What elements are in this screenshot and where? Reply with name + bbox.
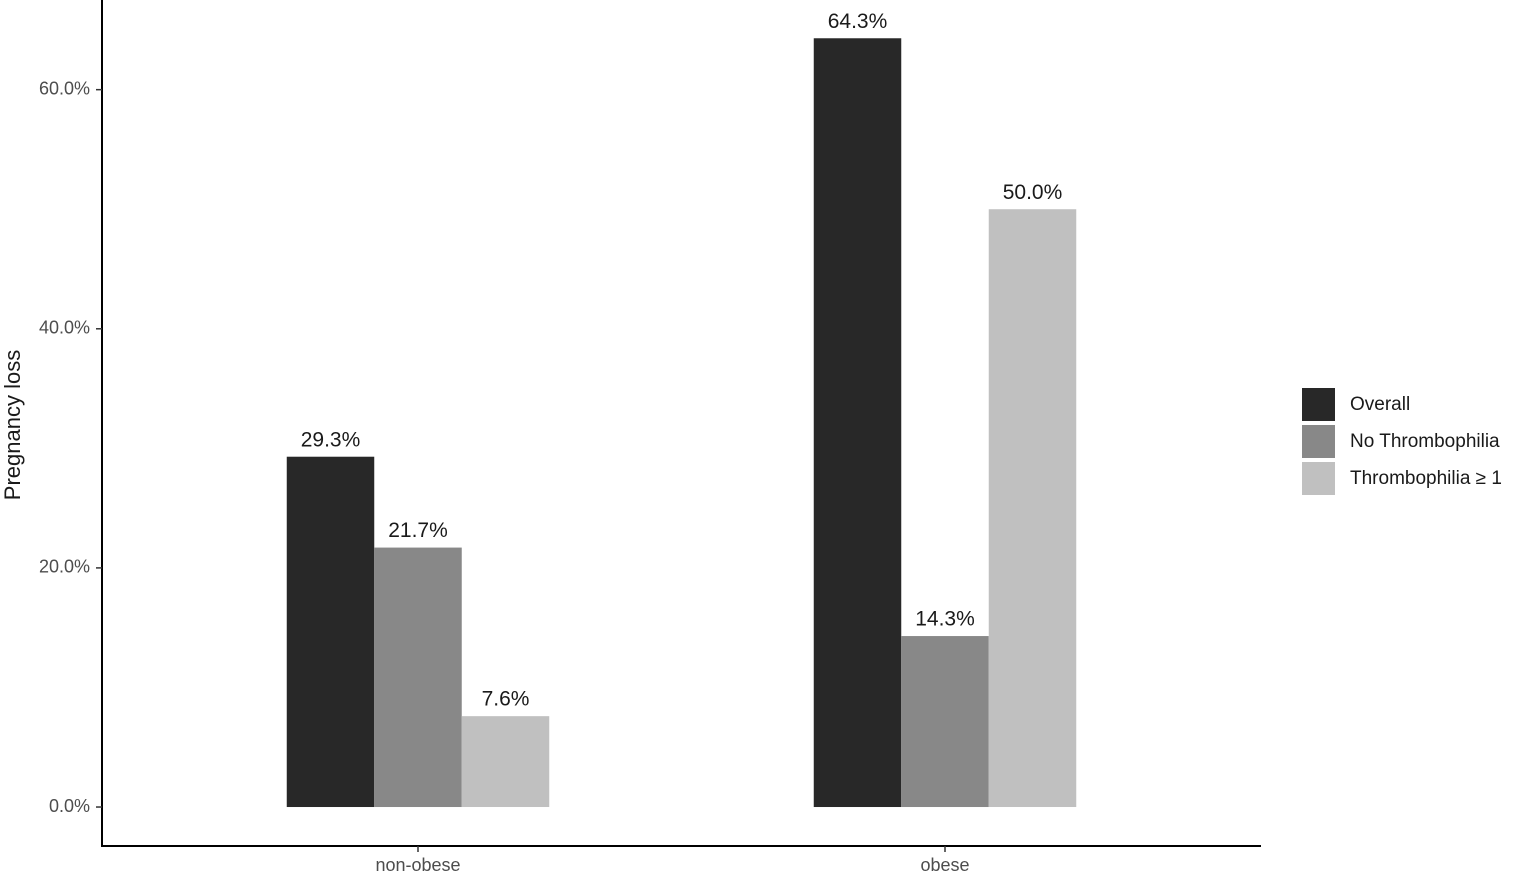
legend-label: No Thrombophilia <box>1350 431 1500 452</box>
value-label: 50.0% <box>1003 181 1063 204</box>
bar <box>461 716 550 808</box>
x-tick-label: non-obese <box>375 855 460 874</box>
value-label: 21.7% <box>388 519 448 542</box>
value-label: 14.3% <box>915 608 975 631</box>
value-label: 7.6% <box>482 688 530 711</box>
y-tick-label: 20.0% <box>39 557 90 577</box>
value-label: 64.3% <box>828 10 888 33</box>
legend-label: Thrombophilia ≥ 1 <box>1350 468 1502 489</box>
value-label: 29.3% <box>301 428 361 451</box>
x-tick-label: obese <box>920 855 969 874</box>
legend-key <box>1302 425 1335 458</box>
y-tick-label: 0.0% <box>49 796 90 816</box>
bar <box>374 547 462 808</box>
y-tick-label: 40.0% <box>39 318 90 338</box>
legend-label: Overall <box>1350 394 1410 415</box>
bar <box>286 456 375 808</box>
bar <box>901 636 989 808</box>
y-tick-label: 60.0% <box>39 78 90 98</box>
y-axis-label: Pregnancy loss <box>0 350 25 500</box>
bar <box>988 209 1077 808</box>
legend-key <box>1302 462 1335 495</box>
legend-key <box>1302 388 1335 421</box>
bar <box>813 38 902 808</box>
